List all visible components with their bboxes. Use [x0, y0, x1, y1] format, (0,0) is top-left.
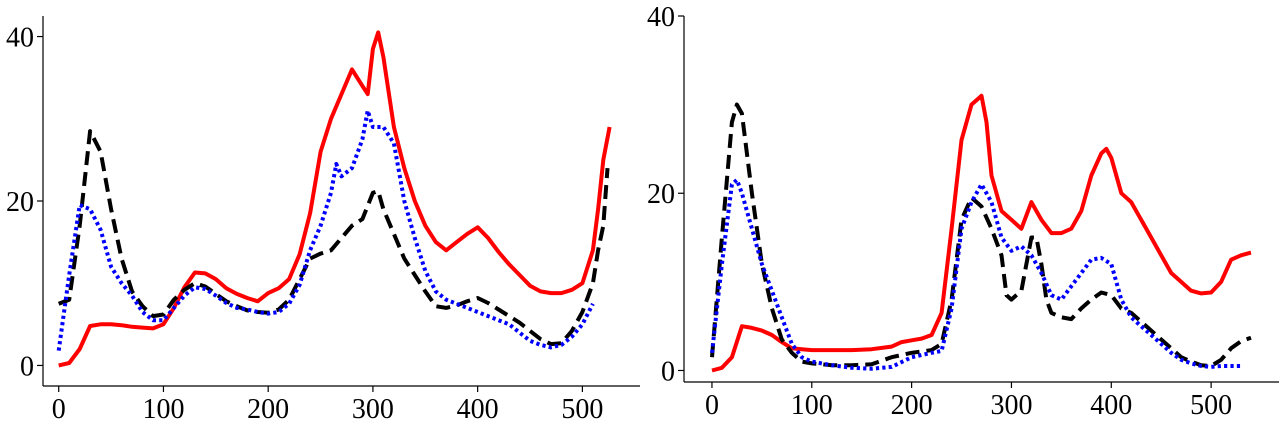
- x-tick-label: 200: [891, 390, 933, 421]
- x-tick-label: 300: [990, 390, 1032, 421]
- x-tick-label: 300: [352, 394, 394, 424]
- y-tick-label: 40: [6, 23, 34, 54]
- y-tick-label: 0: [20, 351, 34, 382]
- series-line-solid: [58, 30, 612, 368]
- chart-panel-1: 0 100 200 300 400 500 0 20 40: [6, 16, 640, 424]
- x-tick-label: 400: [1090, 390, 1132, 421]
- y-tick-label: 20: [6, 187, 34, 218]
- series-line-dotted: [710, 177, 1242, 371]
- series-line-solid: [711, 93, 1252, 373]
- x-tick-label: 100: [142, 394, 184, 424]
- x-tick-label: 0: [52, 394, 66, 424]
- x-tick-label: 0: [705, 390, 719, 421]
- x-tick-label: 500: [1190, 390, 1232, 421]
- y-tick-label: 0: [661, 356, 675, 387]
- x-tick-label: 500: [561, 394, 603, 424]
- series-line-dashed: [710, 102, 1252, 368]
- series-line-dotted: [56, 108, 595, 351]
- series-line-dashed: [57, 129, 610, 347]
- y-tick-label: 40: [647, 2, 675, 33]
- chart-panel-2: 0 100 200 300 400 500 0 20 40: [647, 2, 1279, 421]
- x-tick-label: 400: [457, 394, 499, 424]
- x-tick-label: 100: [791, 390, 833, 421]
- x-tick-label: 200: [247, 394, 289, 424]
- y-tick-label: 20: [647, 179, 675, 210]
